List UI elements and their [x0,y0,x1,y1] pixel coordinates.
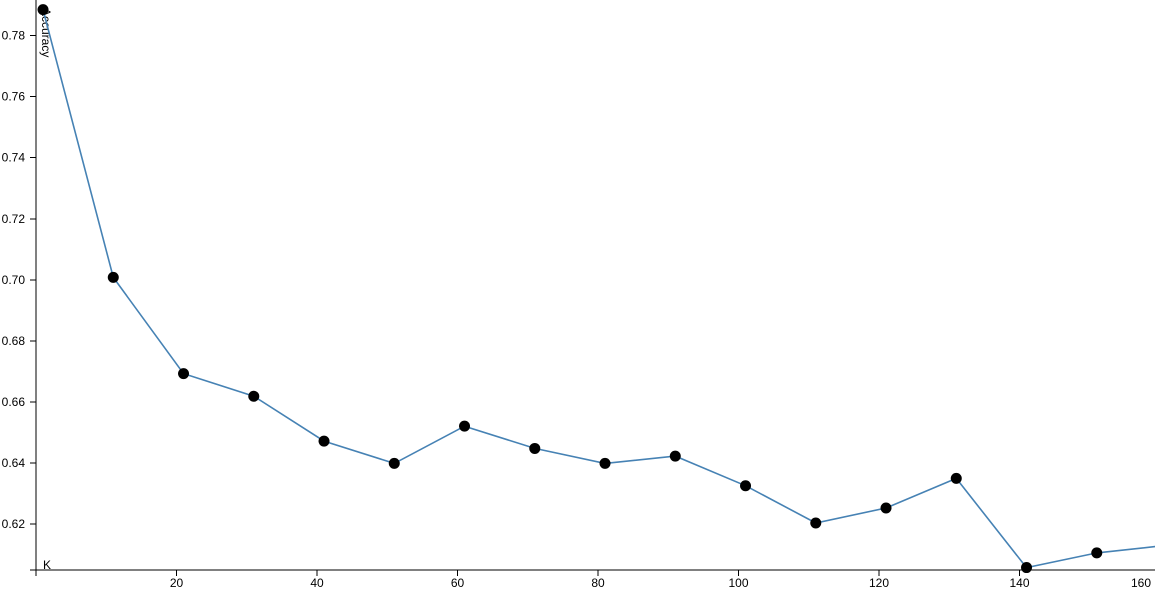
plot-area [37,4,1155,574]
x-ticks: 20 40 60 80 100 120 140 160 [35,570,1151,590]
data-point [740,480,752,492]
y-tick-label: 0.74 [2,151,26,165]
y-tick-label: 0.64 [2,456,26,470]
y-tick-label: 0.72 [2,212,26,226]
y-ticks: 0.62 0.64 0.66 0.68 0.70 0.72 0.74 0.76 0.78 [2,29,36,531]
data-point [37,4,49,16]
data-point [669,450,681,462]
x-tick-label: 140 [1009,576,1029,590]
x-tick-label: 80 [591,576,605,590]
x-axis: 20 40 60 80 100 120 140 160 K [30,558,1155,590]
y-tick-label: 0.68 [2,334,26,348]
y-tick-label: 0.78 [2,29,26,43]
data-point [107,271,119,283]
y-tick-label: 0.70 [2,273,26,287]
data-point [178,368,190,380]
data-point [1091,547,1103,559]
data-point [1021,562,1033,574]
x-tick-label: 120 [869,576,889,590]
y-tick-label: 0.76 [2,90,26,104]
data-point [388,457,400,469]
data-point [810,517,822,529]
x-tick-label: 100 [728,576,748,590]
data-point [248,390,260,402]
data-point [950,472,962,484]
x-tick-label: 20 [170,576,184,590]
series-line [42,9,1155,569]
x-tick-label: 160 [1131,576,1151,590]
x-tick-label: 60 [451,576,465,590]
y-axis-label: Accuracy [39,8,53,57]
x-axis-label: K [43,558,51,572]
y-tick-label: 0.62 [2,517,26,531]
data-point [599,457,611,469]
data-point [880,502,892,514]
y-axis: 0.62 0.64 0.66 0.68 0.70 0.72 0.74 0.76 0.78 Acc… [2,0,53,576]
data-points [37,4,1103,574]
y-tick-label: 0.66 [2,395,26,409]
data-point [459,420,471,432]
data-point [318,435,330,447]
data-point [529,442,541,454]
x-tick-label: 40 [310,576,324,590]
